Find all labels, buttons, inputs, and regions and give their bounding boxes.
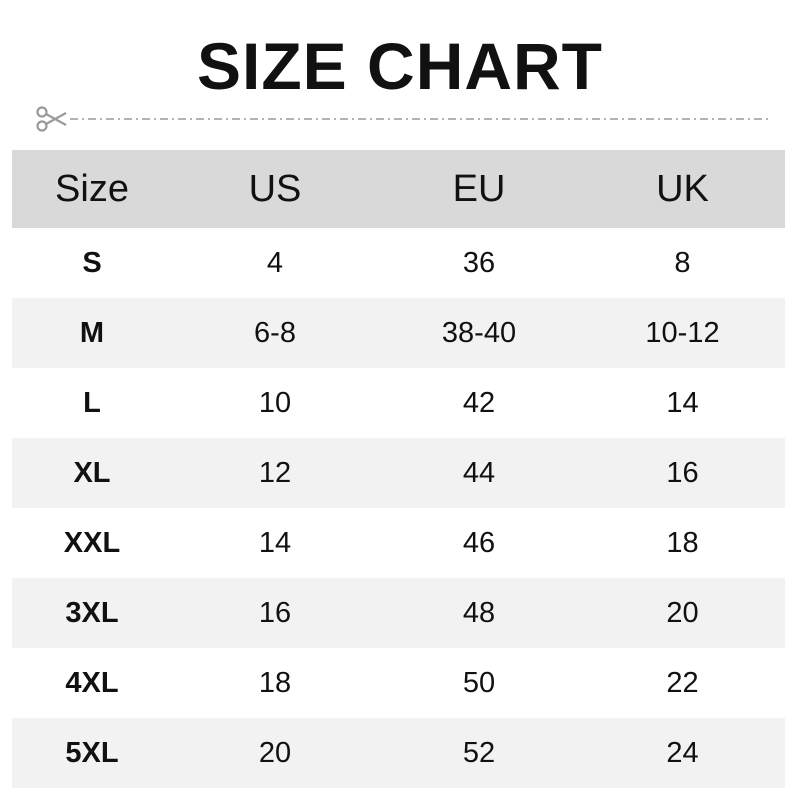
page-title: SIZE CHART bbox=[197, 29, 603, 103]
table-row: XXL 14 46 18 bbox=[12, 508, 785, 578]
table-row: 5XL 20 52 24 bbox=[12, 718, 785, 788]
cell-size: M bbox=[12, 298, 172, 368]
cell-eu: 46 bbox=[462, 526, 496, 559]
cell-uk: 18 bbox=[666, 526, 699, 559]
cell-us: 18 bbox=[258, 666, 292, 699]
column-header-size: Size bbox=[12, 150, 172, 228]
cell-uk: 16 bbox=[580, 438, 785, 508]
cell-size: L bbox=[83, 386, 101, 419]
cell-size: 4XL bbox=[65, 666, 119, 699]
column-header-us: US bbox=[172, 150, 378, 228]
cell-eu: 42 bbox=[462, 386, 496, 419]
cell-eu: 52 bbox=[378, 718, 580, 788]
cut-line bbox=[36, 106, 769, 132]
size-table: Size US EU UK S 4 36 8 M 6-8 38-40 10-12 L 10 42 14 XL 1… bbox=[12, 150, 785, 788]
table-row: S 4 36 8 bbox=[12, 228, 785, 298]
cell-size: 3XL bbox=[12, 578, 172, 648]
cell-us: 10 bbox=[258, 386, 292, 419]
table-row: 3XL 16 48 20 bbox=[12, 578, 785, 648]
cell-eu: 38-40 bbox=[378, 298, 580, 368]
cell-size: S bbox=[82, 246, 102, 279]
cell-size: 5XL bbox=[12, 718, 172, 788]
table-row: 4XL 18 50 22 bbox=[12, 648, 785, 718]
cell-uk: 10-12 bbox=[580, 298, 785, 368]
cell-us: 12 bbox=[172, 438, 378, 508]
header-row: Size US EU UK bbox=[12, 150, 785, 228]
column-header-uk: UK bbox=[580, 150, 785, 228]
cell-us: 14 bbox=[258, 526, 292, 559]
cell-size: XL bbox=[12, 438, 172, 508]
cell-uk: 22 bbox=[666, 666, 699, 699]
cell-eu: 48 bbox=[378, 578, 580, 648]
cell-us: 6-8 bbox=[172, 298, 378, 368]
cell-us: 16 bbox=[172, 578, 378, 648]
cell-uk: 24 bbox=[580, 718, 785, 788]
cell-size: XXL bbox=[63, 526, 121, 559]
table-row: L 10 42 14 bbox=[12, 368, 785, 438]
table-row: XL 12 44 16 bbox=[12, 438, 785, 508]
cell-uk: 20 bbox=[580, 578, 785, 648]
cell-uk: 14 bbox=[666, 386, 699, 419]
scissors-icon bbox=[36, 106, 67, 132]
cell-eu: 44 bbox=[378, 438, 580, 508]
cell-uk: 8 bbox=[674, 246, 691, 279]
table-row: M 6-8 38-40 10-12 bbox=[12, 298, 785, 368]
cell-eu: 36 bbox=[462, 246, 496, 279]
cell-eu: 50 bbox=[462, 666, 496, 699]
cell-us: 20 bbox=[172, 718, 378, 788]
column-header-eu: EU bbox=[378, 150, 580, 228]
cell-us: 4 bbox=[266, 246, 284, 279]
